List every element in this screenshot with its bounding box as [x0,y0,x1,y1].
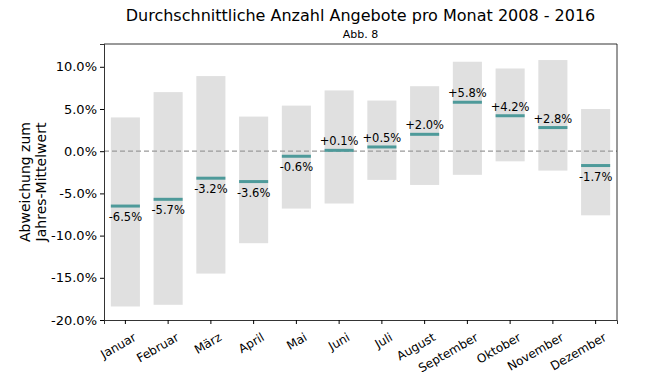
mean-line [282,155,311,158]
x-tick-label: September [416,330,480,375]
y-tick-mark [100,236,104,237]
y-tick: -5.0% [59,186,104,201]
mean-line [496,114,525,117]
marks [104,60,617,306]
x-tick-label: Februar [134,330,181,365]
y-tick-label: 5.0% [64,102,97,117]
data-label: +4.2% [491,100,530,114]
range-bar [196,76,225,274]
mean-line [154,198,183,201]
y-tick-label: -20.0% [51,313,97,328]
mean-line [410,133,439,136]
range-bar [239,117,268,244]
frame-top [104,44,617,45]
x-tick: Mai [284,320,309,353]
y-axis-line [100,45,105,321]
y-tick-label: -10.0% [51,228,97,243]
x-tick-mark [168,320,169,324]
x-tick-mark [595,320,596,324]
baseline [104,151,617,152]
mean-line [453,101,482,104]
x-tick-mark [296,320,297,324]
y-tick-label: -15.0% [51,270,97,285]
x-tick: Juli [372,320,395,352]
x-tick-mark [210,320,211,324]
data-label: -0.6% [280,160,313,174]
data-label: +2.0% [405,118,444,132]
y-tick-mark [100,67,104,68]
x-tick-label: März [192,330,224,357]
x-tick-label: April [236,330,267,356]
y-tick: -10.0% [51,228,104,243]
mean-line [325,149,354,152]
y-tick: 0.0% [64,144,104,159]
data-label: -6.5% [109,210,142,224]
mean-line [239,180,268,183]
data-label: -1.7% [579,170,612,184]
y-tick-label: -5.0% [59,186,97,201]
y-axis-title-line: Jahres-Mittelwert [33,122,49,242]
x-tick-label: Juni [325,330,352,354]
x-tick: Juni [325,320,352,354]
y-axis-title-line: Abweichung zum [17,122,33,242]
y-axis-title: Abweichung zumJahres-Mittelwert [17,122,49,242]
y-tick-label: 10.0% [56,59,97,74]
mean-line [538,126,567,129]
x-tick-mark [125,320,126,324]
x-tick-label: Dezember [548,330,609,373]
mean-line [367,145,396,148]
data-label: +2.8% [533,112,572,126]
data-label: -3.6% [237,186,270,200]
x-tick-mark [467,320,468,324]
x-axis: JanuarFebruarMärzAprilMaiJuniJuliAugustS… [97,320,617,375]
x-tick-mark [424,320,425,324]
subtitle: Abb. 8 [343,28,378,41]
data-label: +5.8% [448,86,487,100]
data-label: +0.5% [362,131,401,145]
y-tick-mark [100,320,104,321]
mean-line [111,205,140,208]
y-tick-mark [100,278,104,279]
data-label: -3.2% [194,182,227,196]
x-tick: Dezember [548,320,609,373]
range-bar [410,86,439,185]
x-tick: März [192,320,224,357]
y-tick: 5.0% [64,102,104,117]
y-axis: -20.0% -15.0% -10.0% -5.0% 0.0% 5.0% 10.0% [51,45,105,328]
y-tick-mark [100,151,104,152]
range-bar [282,106,311,209]
range-bar [581,109,610,215]
frame-right [617,44,618,320]
y-tick: -15.0% [51,270,104,285]
mean-line [196,177,225,180]
y-tick: -20.0% [51,313,104,328]
x-tick-label: Januar [97,330,138,362]
x-tick-mark [253,320,254,324]
range-bar [453,62,482,175]
y-tick-mark [100,109,104,110]
title: Durchschnittliche Anzahl Angebote pro Mo… [126,6,596,25]
x-tick: September [416,320,480,375]
x-axis-line [105,321,618,325]
x-tick-label: Mai [284,330,309,353]
y-tick-mark [100,193,104,194]
x-tick-mark [552,320,553,324]
chart-container: Durchschnittliche Anzahl Angebote pro Mo… [0,0,648,376]
data-label: +0.1% [320,134,359,148]
y-tick: 10.0% [56,59,104,74]
plot: -6.5% -5.7% -3.2% -3.6% -0.6% +0.1%+0.5% +2.0%… [51,44,618,375]
chart-svg: Durchschnittliche Anzahl Angebote pro Mo… [0,0,648,376]
x-tick-label: Juli [372,330,395,352]
x-tick: Januar [97,320,138,362]
x-tick-mark [510,320,511,324]
data-label: -5.7% [151,203,184,217]
range-bar [496,68,525,161]
range-bar [154,92,183,305]
x-tick: April [236,320,267,356]
x-tick-mark [339,320,340,324]
mean-line [581,164,610,167]
x-tick: Februar [134,320,181,365]
y-tick-label: 0.0% [64,144,97,159]
x-tick-mark [381,320,382,324]
